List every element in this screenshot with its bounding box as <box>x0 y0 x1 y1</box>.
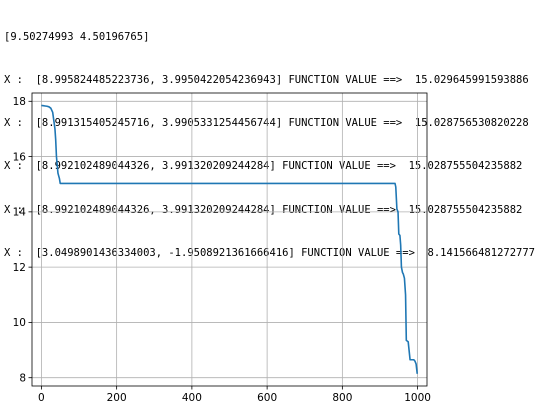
log-line-3: X : [8.992102489044326, 3.99132020924428… <box>4 160 523 173</box>
function-value-chart: 0 200 400 600 800 1000 8 10 12 14 16 18 <box>13 92 431 404</box>
plot-frame <box>31 92 428 387</box>
y-tick-label: 12 <box>13 262 26 274</box>
x-tick-label: 600 <box>257 392 277 404</box>
axis-ticks: 0 200 400 600 800 1000 8 10 12 14 16 18 <box>13 96 431 404</box>
y-tick-label: 8 <box>19 373 26 385</box>
x-tick-label: 800 <box>332 392 352 404</box>
x-tick-label: 1000 <box>404 392 431 404</box>
y-tick-label: 16 <box>13 151 27 163</box>
grid-lines <box>32 93 427 386</box>
y-tick-label: 14 <box>13 207 27 219</box>
y-tick-label: 10 <box>13 317 26 329</box>
log-line-initial: [9.50274993 4.50196765] <box>4 30 150 43</box>
x-tick-label: 0 <box>38 392 45 404</box>
x-tick-label: 400 <box>182 392 202 404</box>
x-tick-label: 200 <box>107 392 127 404</box>
log-line-4: X : [8.992102489044326, 3.99132020924428… <box>4 203 523 216</box>
series-line <box>41 104 419 374</box>
output-log: [9.50274993 4.50196765] X : [8.995824485… <box>4 1 535 275</box>
log-line-1: X : [8.995824485223736, 3.99504220542369… <box>4 74 529 87</box>
y-tick-label: 18 <box>13 96 26 108</box>
log-line-5: X : [3.0498901436334003, -1.950892136166… <box>4 246 536 259</box>
